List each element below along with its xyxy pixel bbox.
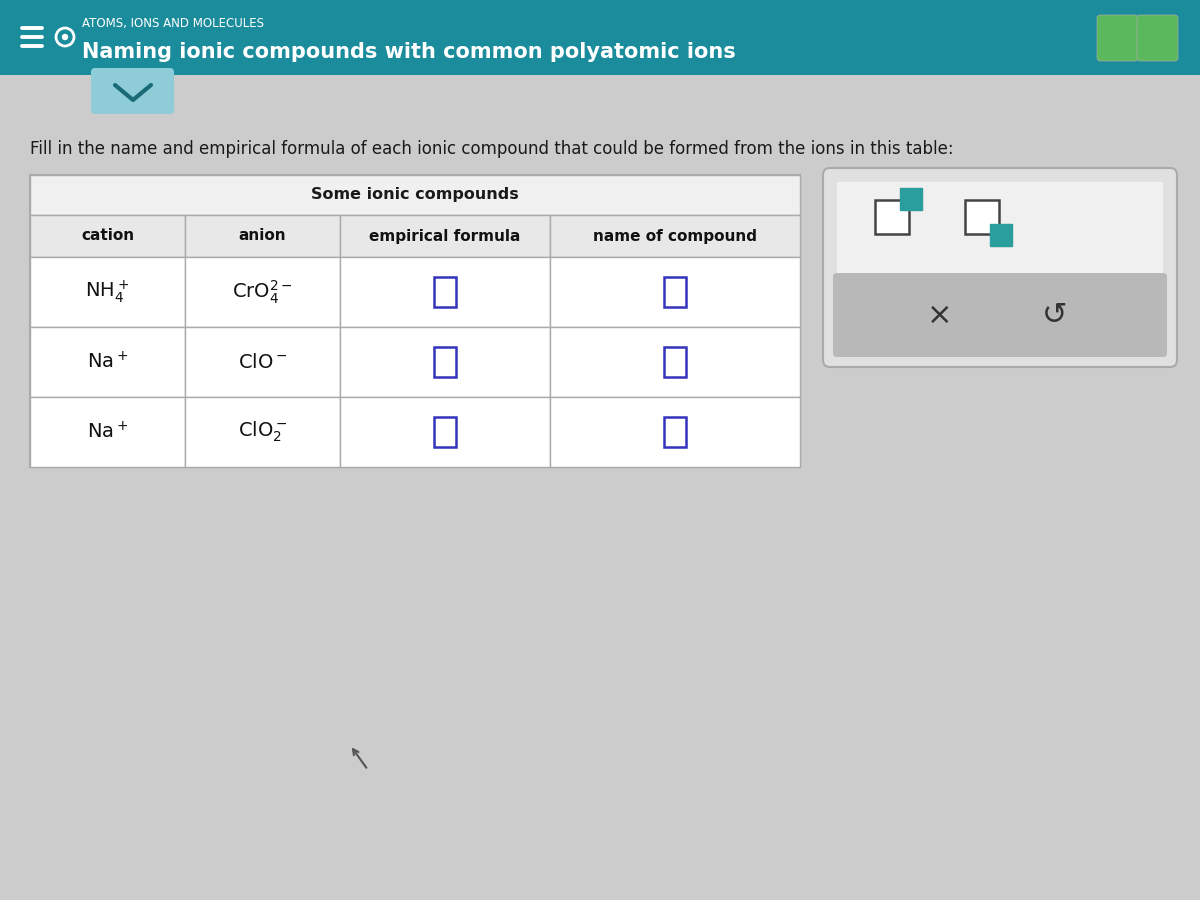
Bar (185, 257, 340, 327)
FancyBboxPatch shape (833, 273, 1166, 357)
Bar (0, 0, 1200, 75)
Text: $\mathregular{Na^+}$: $\mathregular{Na^+}$ (86, 421, 128, 443)
Text: $\mathregular{ClO^-}$: $\mathregular{ClO^-}$ (238, 353, 287, 372)
Text: cation: cation (80, 229, 134, 244)
Bar (434, 277, 456, 307)
Text: empirical formula: empirical formula (370, 229, 521, 244)
Bar (434, 417, 456, 447)
FancyBboxPatch shape (1097, 15, 1138, 61)
Bar (340, 397, 550, 467)
Text: Some ionic compounds: Some ionic compounds (311, 187, 518, 202)
Bar (990, 224, 1013, 246)
Bar (30, 257, 185, 327)
Bar (550, 327, 800, 397)
Text: $\mathregular{ClO_2^-}$: $\mathregular{ClO_2^-}$ (238, 419, 287, 445)
Bar (30, 327, 185, 397)
Bar (875, 200, 910, 234)
Text: $\mathregular{Na^+}$: $\mathregular{Na^+}$ (86, 351, 128, 373)
Bar (30, 397, 185, 467)
FancyBboxPatch shape (823, 168, 1177, 367)
Bar (664, 417, 686, 447)
Text: Fill in the name and empirical formula of each ionic compound that could be form: Fill in the name and empirical formula o… (30, 140, 954, 158)
Text: name of compound: name of compound (593, 229, 757, 244)
Text: $\mathregular{CrO_4^{2-}}$: $\mathregular{CrO_4^{2-}}$ (233, 278, 293, 306)
Bar (550, 257, 800, 327)
Text: Naming ionic compounds with common polyatomic ions: Naming ionic compounds with common polya… (82, 42, 736, 62)
Text: ATOMS, IONS AND MOLECULES: ATOMS, IONS AND MOLECULES (82, 17, 264, 31)
Bar (838, 182, 1163, 277)
Bar (664, 277, 686, 307)
Bar (340, 327, 550, 397)
Bar (434, 347, 456, 377)
Bar (185, 215, 340, 257)
Text: ×: × (928, 301, 953, 329)
Text: ↺: ↺ (1043, 301, 1068, 329)
Bar (900, 188, 923, 210)
Bar (664, 347, 686, 377)
Bar (30, 215, 185, 257)
Bar (340, 257, 550, 327)
Text: $\mathregular{NH_4^+}$: $\mathregular{NH_4^+}$ (85, 279, 130, 305)
FancyBboxPatch shape (1138, 15, 1178, 61)
Text: anion: anion (239, 229, 287, 244)
Bar (30, 175, 800, 215)
Circle shape (62, 34, 67, 40)
Bar (340, 215, 550, 257)
Bar (965, 200, 998, 234)
Bar (550, 397, 800, 467)
Bar (185, 327, 340, 397)
Bar (185, 397, 340, 467)
Bar (30, 175, 800, 467)
FancyBboxPatch shape (91, 68, 174, 114)
Bar (550, 215, 800, 257)
